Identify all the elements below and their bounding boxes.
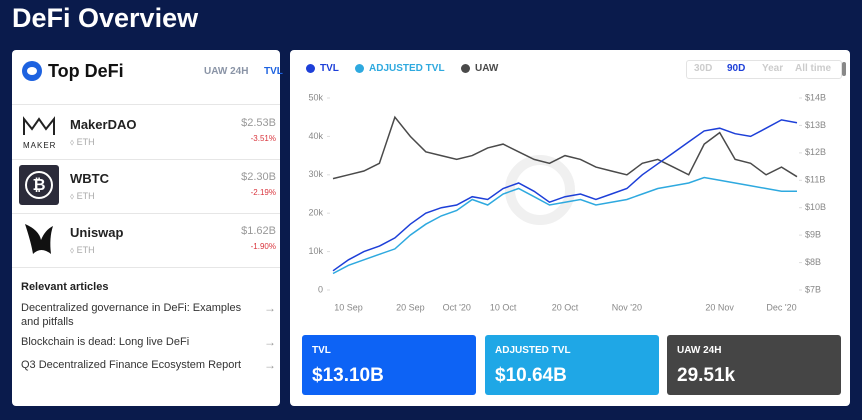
y-tick-label: $13B <box>805 120 826 130</box>
logo <box>23 116 55 135</box>
protocol-chain: ⬨ ETH <box>70 137 95 147</box>
protocol-row[interactable]: ₿ WBTC ⬨ ETH $2.30B -2.19% <box>12 159 280 214</box>
kpi-label: UAW 24H <box>677 345 722 356</box>
panel-icon <box>22 61 42 81</box>
chart: 0 10k 20k 30k 40k 50k $7B $8B $9B $10B $11B $12B $13… <box>308 92 826 312</box>
articles-title: Relevant articles <box>21 281 109 293</box>
y-tick-label: 50k <box>308 92 323 102</box>
tab[interactable]: UAW 24H <box>204 66 249 77</box>
y-tick-label: 40k <box>308 131 323 141</box>
legend-dot <box>306 64 315 73</box>
range-selector <box>686 60 842 79</box>
protocol-name: WBTC <box>70 171 109 186</box>
logo: ₿ <box>19 165 59 205</box>
x-tick-label: 10 Oct <box>490 302 517 312</box>
article-link[interactable]: Q3 Decentralized Finance Ecosystem Repor… <box>21 359 242 371</box>
series-line <box>332 119 798 272</box>
series-line <box>332 115 798 180</box>
y-tick-label: 0 <box>318 284 323 294</box>
range-button[interactable]: Year <box>762 63 784 74</box>
y-tick-label: $14B <box>805 92 826 102</box>
protocol-value: $2.30B <box>241 171 276 183</box>
protocol-chain: ⬨ ETH <box>70 191 95 201</box>
logo-text: MAKER <box>23 141 57 150</box>
kpi-value: $13.10B <box>312 365 384 386</box>
range-button[interactable]: All time <box>795 63 832 74</box>
kpi-value: $10.64B <box>495 365 567 386</box>
chart-panel: TVL ADJUSTED TVL UAW 30D 90D Year All time 0 1… <box>290 50 850 406</box>
y-tick-label: $10B <box>805 202 826 212</box>
page-title: DeFi Overview <box>12 3 199 33</box>
article-link[interactable]: Blockchain is dead: Long live DeFi <box>21 336 190 348</box>
arrow-icon: → <box>264 335 276 349</box>
chain: ETH <box>76 245 95 255</box>
chain: ETH <box>76 137 95 147</box>
x-tick-label: Oct '20 <box>443 302 471 312</box>
protocol-row[interactable]: MAKER MakerDAO ⬨ ETH $2.53B -3.51% <box>12 105 280 160</box>
protocol-chain: ⬨ ETH <box>70 245 95 255</box>
svg-text:₿: ₿ <box>32 176 45 194</box>
panel-title: Top DeFi <box>48 61 124 81</box>
y-tick-label: 10k <box>308 246 323 256</box>
top-defi-panel: Top DeFi UAW 24H TVL MAKER MakerDAO ⬨ ET… <box>12 50 283 406</box>
x-tick-label: 10 Sep <box>334 302 363 312</box>
chain: ETH <box>76 191 95 201</box>
protocol-change: -1.90% <box>250 242 276 251</box>
kpi-card: TVL $13.10B <box>302 335 476 395</box>
protocol-change: -2.19% <box>250 188 276 197</box>
legend-label[interactable]: UAW <box>475 63 499 74</box>
x-tick-label: 20 Sep <box>396 302 425 312</box>
arrow-icon: → <box>264 301 276 315</box>
legend-dot <box>355 64 364 73</box>
scrollbar <box>842 62 846 76</box>
range-button[interactable]: 30D <box>694 63 713 74</box>
watermark <box>505 155 575 225</box>
logo <box>25 224 53 254</box>
kpi-card: UAW 24H 29.51k <box>667 335 841 395</box>
x-tick-label: Dec '20 <box>766 302 796 312</box>
legend-label[interactable]: ADJUSTED TVL <box>369 63 445 74</box>
article-link[interactable]: Decentralized governance in DeFi: Exampl… <box>21 302 242 328</box>
divider <box>12 104 280 105</box>
kpi-label: ADJUSTED TVL <box>495 345 571 356</box>
y-tick-label: $12B <box>805 147 826 157</box>
protocol-change: -3.51% <box>250 134 276 143</box>
x-tick-label: 20 Nov <box>705 302 734 312</box>
protocol-value: $2.53B <box>241 117 276 129</box>
range-button[interactable]: 90D <box>727 63 746 74</box>
x-tick-label: Nov '20 <box>612 302 642 312</box>
legend-label[interactable]: TVL <box>320 63 339 74</box>
kpi-label: TVL <box>312 345 331 356</box>
protocol-value: $1.62B <box>241 225 276 237</box>
y-tick-label: $11B <box>805 175 825 185</box>
y-tick-label: 30k <box>308 169 323 179</box>
arrow-icon: → <box>264 358 276 372</box>
protocol-name: MakerDAO <box>70 117 137 132</box>
kpi-value: 29.51k <box>677 365 736 386</box>
series-line <box>332 176 797 275</box>
y-tick-label: 20k <box>308 208 323 218</box>
y-tick-label: $8B <box>805 257 821 267</box>
kpi-card: ADJUSTED TVL $10.64B <box>485 335 659 395</box>
y-tick-label: $7B <box>805 284 821 294</box>
protocol-name: Uniswap <box>70 225 124 240</box>
tab[interactable]: TVL <box>264 66 283 77</box>
y-tick-label: $9B <box>805 230 821 240</box>
protocol-row[interactable]: Uniswap ⬨ ETH $1.62B -1.90% <box>12 213 280 268</box>
legend-dot <box>461 64 470 73</box>
x-tick-label: 20 Oct <box>552 302 579 312</box>
